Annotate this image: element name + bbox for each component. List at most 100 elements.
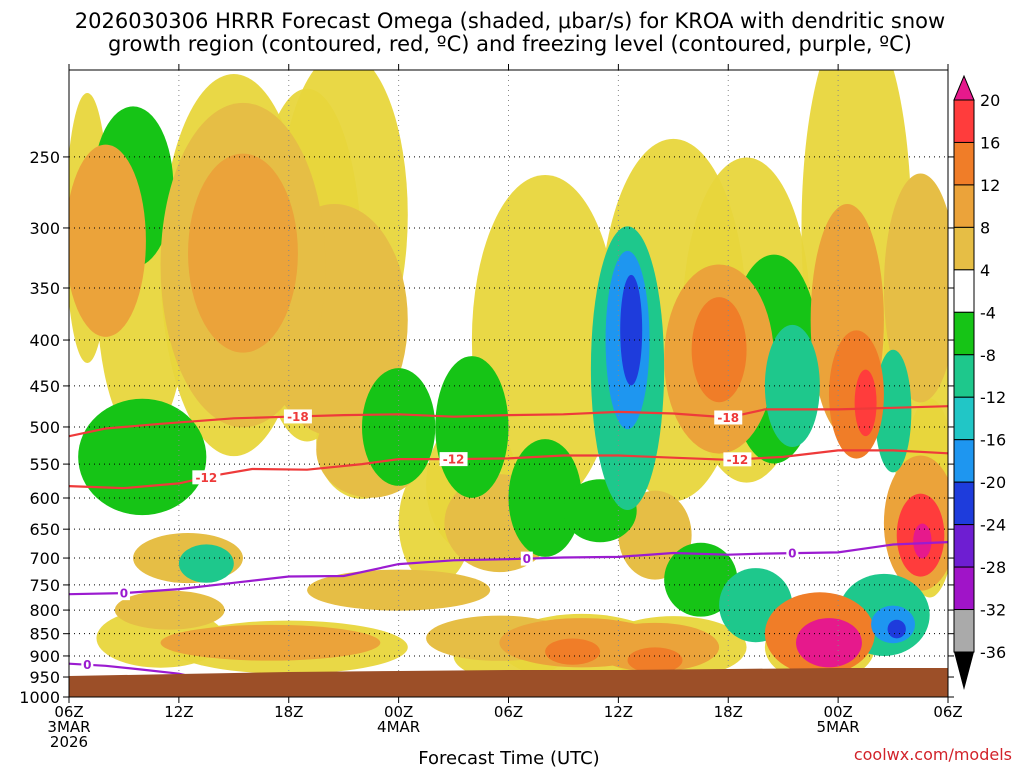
isotherm-line-0 [69, 405, 948, 438]
omega-shading [69, 70, 948, 688]
colorbar-swatch [953, 354, 975, 398]
terrain [69, 668, 948, 697]
colorbar-swatch [953, 439, 975, 483]
omega-cell [737, 605, 775, 634]
omega-cell [913, 523, 932, 559]
y-tick-label: 550 [29, 455, 60, 474]
y-tick-label: 500 [29, 418, 60, 437]
isotherm-label: 0 [83, 658, 91, 672]
colorbar-label: 4 [980, 261, 990, 280]
y-tick-label: 250 [29, 148, 60, 167]
y-tick-label: 800 [29, 601, 60, 620]
x-tick-label: 12Z [604, 703, 633, 721]
colorbar-swatch [953, 226, 975, 271]
colorbar-label: -36 [980, 643, 1006, 662]
colorbar-swatch [953, 311, 975, 356]
y-tick-label: 400 [29, 331, 60, 350]
isotherm-label-bg [117, 586, 130, 601]
y-tick-label: 1000 [19, 688, 60, 707]
colorbar-label: -20 [980, 473, 1006, 492]
x-tick-label: 06Z [494, 703, 523, 721]
isotherm-label: -12 [727, 453, 749, 467]
omega-bg-cell [471, 174, 619, 506]
x-tick-label: 5MAR [817, 718, 860, 736]
x-tick-label: 12Z [164, 703, 193, 721]
x-tick-label: 18Z [274, 703, 303, 721]
x-tick-label: 00Z [823, 703, 852, 721]
omega-cell [664, 542, 738, 617]
omega-cell [796, 618, 862, 668]
colorbar-swatch [953, 269, 975, 313]
isotherm-label-bg [723, 452, 752, 467]
isotherm-label-bg [283, 409, 312, 424]
y-tick-label: 350 [29, 279, 60, 298]
x-tick-label: 06Z [54, 703, 83, 721]
colorbar-legend: 20 16 12 8 4 -4 -8 -12 -16 -20 -24 -28 -32 -36 [953, 74, 1006, 690]
colorbar-swatch [953, 566, 975, 611]
omega-cell [362, 368, 436, 486]
x-axis-label: Forecast Time (UTC) [418, 748, 599, 768]
x-tick-label: 18Z [714, 703, 743, 721]
colorbar-label: -4 [980, 303, 996, 322]
chart-title-line2: growth region (contoured, red, ºC) and f… [108, 32, 912, 56]
x-tick-label: 4MAR [377, 718, 420, 736]
colorbar-label: -24 [980, 516, 1006, 535]
isotherm-label-bg [81, 657, 94, 672]
colorbar-arrow-bottom [954, 652, 974, 690]
omega-cell [764, 324, 820, 448]
colorbar-arrow-top [953, 74, 975, 101]
colorbar-swatch [953, 184, 975, 228]
colorbar-swatch [953, 524, 975, 568]
y-tick-label: 700 [29, 549, 60, 568]
isotherm-label-bg [520, 551, 533, 566]
axes: 250 300 350 400 450 500 550 600 650 700 750 800 850 9… [19, 64, 963, 751]
x-tick-label: 00Z [384, 703, 413, 721]
plot-area: -18 -18 -12 -12 -12 0 0 0 0 [68, 70, 949, 698]
colorbar-swatch [953, 609, 975, 653]
colorbar-label: 12 [980, 176, 1000, 195]
colorbar-swatch [953, 99, 975, 143]
omega-cell [627, 647, 683, 674]
omega-cell [508, 439, 582, 557]
colorbar-label: -32 [980, 601, 1006, 620]
chart-title-line1: 2026030306 HRRR Forecast Omega (shaded, … [75, 9, 945, 33]
colorbar-label: 20 [980, 91, 1000, 110]
omega-cell [545, 638, 601, 665]
colorbar-label: 8 [980, 218, 990, 237]
colorbar-swatch [953, 396, 975, 441]
y-tick-label: 950 [29, 668, 60, 687]
colorbar-label: -28 [980, 558, 1006, 577]
y-tick-label: 650 [29, 520, 60, 539]
isotherm-label: 0 [788, 547, 796, 561]
omega-cell [887, 619, 906, 639]
colorbar-label: -8 [980, 346, 996, 365]
isotherm-label-bg [192, 470, 221, 485]
isotherm-label: -12 [443, 453, 465, 467]
isotherm-label: 0 [523, 552, 531, 566]
colorbar-swatch [953, 141, 975, 186]
y-tick-label: 450 [29, 377, 60, 396]
omega-cell [854, 369, 877, 437]
credit-link[interactable]: coolwx.com/models [854, 745, 1012, 764]
x-tick-label: 3MAR [47, 718, 90, 736]
y-tick-label: 750 [29, 576, 60, 595]
isotherm-label: -18 [717, 411, 739, 425]
omega-cell [188, 153, 298, 353]
omega-cell [590, 622, 720, 672]
isotherm-label: -18 [287, 410, 309, 424]
omega-cell [620, 274, 643, 386]
omega-cell [874, 349, 912, 473]
y-tick-label: 300 [29, 219, 60, 238]
colorbar-label: -12 [980, 388, 1006, 407]
colorbar-label: -16 [980, 431, 1006, 450]
isotherm-label: -12 [196, 471, 218, 485]
isotherm-label-bg [714, 410, 743, 425]
isotherm-label-bg [786, 546, 799, 561]
omega-bg-cell [398, 461, 472, 585]
x-tick-label: 06Z [933, 703, 962, 721]
y-tick-label: 850 [29, 625, 60, 644]
y-tick-label: 900 [29, 647, 60, 666]
colorbar-swatch [953, 481, 975, 526]
omega-cell [69, 144, 146, 337]
